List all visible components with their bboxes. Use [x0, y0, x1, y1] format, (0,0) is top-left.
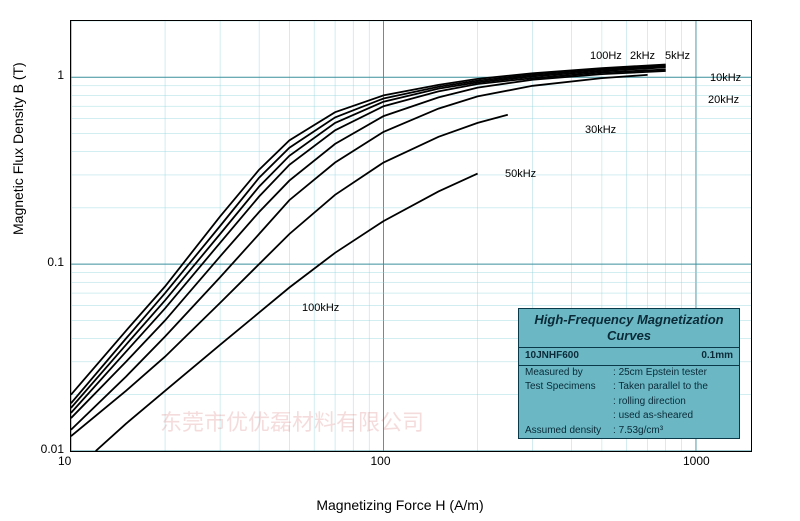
x-tick-label: 10	[58, 454, 71, 468]
series-label: 100kHz	[302, 302, 339, 314]
info-box-title: High-Frequency Magnetization Curves	[519, 309, 739, 349]
info-row-key: Measured by	[525, 367, 613, 380]
y-tick-label: 1	[57, 68, 64, 82]
info-box-row: Assumed density7.53g/cm³	[519, 424, 739, 439]
series-label: 20kHz	[708, 94, 739, 106]
info-box-row: Test SpecimensTaken parallel to the	[519, 380, 739, 395]
info-row-key: Test Specimens	[525, 381, 613, 394]
info-row-val: used as-sheared	[613, 410, 693, 423]
info-box-row: Measured by25cm Epstein tester	[519, 366, 739, 381]
info-row-key	[525, 396, 613, 409]
y-tick-label: 0.1	[47, 255, 64, 269]
series-label: 5kHz	[665, 50, 690, 62]
series-label: 100Hz	[590, 50, 622, 62]
info-row-key	[525, 410, 613, 423]
chart-container: Magnetic Flux Density B (T) Magnetizing …	[0, 0, 800, 521]
info-box-rows: Measured by25cm Epstein testerTest Speci…	[519, 366, 739, 439]
info-row-val: Taken parallel to the	[613, 381, 708, 394]
x-tick-label: 100	[370, 454, 390, 468]
info-box-row: rolling direction	[519, 395, 739, 410]
y-axis-title: Magnetic Flux Density B (T)	[10, 62, 26, 235]
info-box-product: 10JNHF600	[525, 350, 579, 363]
info-row-key: Assumed density	[525, 425, 613, 438]
info-row-val: 7.53g/cm³	[613, 425, 663, 438]
info-row-val: rolling direction	[613, 396, 686, 409]
info-box-row: used as-sheared	[519, 409, 739, 424]
x-axis-title: Magnetizing Force H (A/m)	[0, 497, 800, 513]
series-label: 2kHz	[630, 50, 655, 62]
x-tick-label: 1000	[683, 454, 710, 468]
series-label: 10kHz	[710, 72, 741, 84]
info-row-val: 25cm Epstein tester	[613, 367, 707, 380]
series-label: 30kHz	[585, 124, 616, 136]
info-box-thickness: 0.1mm	[701, 350, 733, 363]
series-label: 50kHz	[505, 168, 536, 180]
y-tick-label: 0.01	[41, 442, 64, 456]
info-box: High-Frequency Magnetization Curves 10JN…	[518, 308, 740, 440]
info-box-subheader: 10JNHF600 0.1mm	[519, 348, 739, 366]
